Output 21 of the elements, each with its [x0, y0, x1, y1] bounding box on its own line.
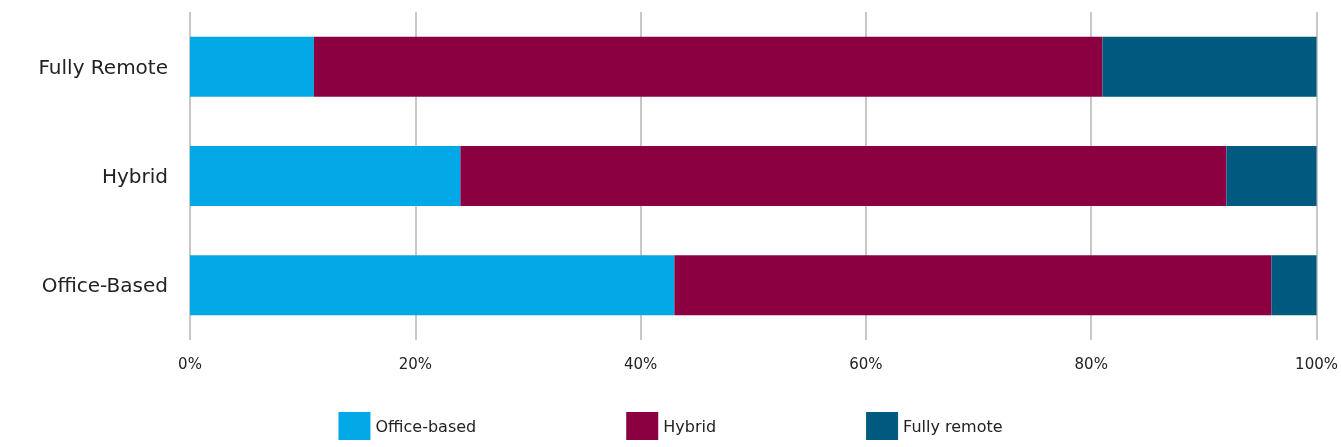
legend-label: Hybrid	[663, 416, 717, 436]
x-tick-label: 0%	[178, 354, 202, 373]
y-tick-label: Hybrid	[101, 164, 168, 188]
bar	[674, 255, 1272, 316]
x-tick-label: 40%	[623, 354, 658, 373]
y-tick-label: Office-Based	[41, 273, 168, 298]
y-tick-label: Fully Remote	[38, 54, 168, 79]
bar	[460, 146, 1227, 206]
legend-label: Office-based	[375, 416, 477, 436]
x-tick-label: 100%	[1295, 354, 1338, 373]
x-tick-label: 20%	[398, 354, 432, 373]
bar	[1102, 36, 1317, 97]
bar	[1271, 255, 1317, 316]
x-tick-label: 60%	[849, 354, 883, 373]
bar	[1226, 146, 1317, 206]
bar	[190, 36, 314, 97]
x-tick-label: 80%	[1074, 354, 1108, 373]
bar	[190, 255, 675, 316]
bar	[190, 146, 461, 206]
bar	[313, 36, 1103, 97]
legend-label: Fully remote	[903, 416, 1003, 436]
